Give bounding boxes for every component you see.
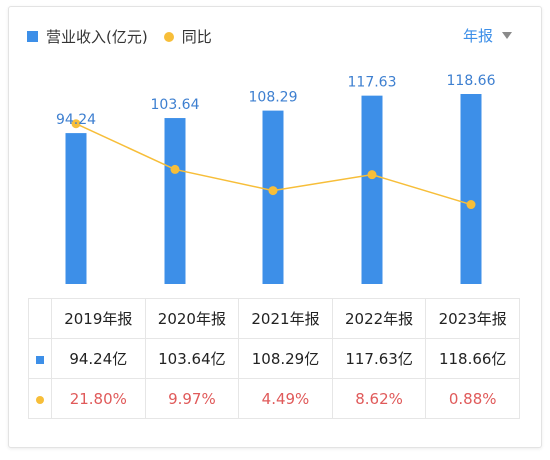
yoy-cell: 8.62% bbox=[331, 378, 427, 419]
bar-value-label: 117.63 bbox=[348, 75, 397, 91]
revenue-chart: 94.24 103.64 108.29 117.63 118.66 bbox=[56, 73, 496, 284]
yoy-point bbox=[466, 200, 476, 210]
table-header-cell: 2023年报 bbox=[425, 298, 520, 339]
table-header-cell: 2020年报 bbox=[144, 298, 240, 339]
yoy-row-indicator bbox=[28, 378, 52, 419]
table-header-cell: 2021年报 bbox=[238, 298, 333, 339]
yoy-legend-label: 同比 bbox=[181, 28, 212, 46]
revenue-legend-swatch bbox=[27, 31, 38, 42]
bar-value-label: 103.64 bbox=[151, 97, 200, 113]
revenue-cell: 117.63亿 bbox=[331, 338, 427, 379]
revenue-row-indicator bbox=[28, 338, 52, 379]
revenue-bar bbox=[65, 133, 87, 284]
revenue-bar bbox=[361, 95, 383, 284]
revenue-bar bbox=[262, 110, 284, 284]
revenue-cell: 94.24亿 bbox=[51, 338, 146, 379]
period-selector-label: 年报 bbox=[462, 27, 493, 45]
bar-value-label: 108.29 bbox=[249, 90, 298, 106]
revenue-bar bbox=[164, 118, 186, 284]
revenue-cell: 108.29亿 bbox=[238, 338, 333, 379]
yoy-point bbox=[367, 170, 377, 180]
yoy-row: 21.80% 9.97% 4.49% 8.62% 0.88% bbox=[28, 378, 520, 419]
chevron-down-icon bbox=[502, 32, 512, 39]
yoy-point bbox=[170, 164, 180, 174]
table-header-cell: 2022年报 bbox=[331, 298, 427, 339]
yoy-point bbox=[71, 119, 81, 129]
data-table: 2019年报 2020年报 2021年报 2022年报 2023年报 94.24… bbox=[28, 298, 520, 419]
yoy-legend-swatch bbox=[163, 31, 174, 42]
revenue-legend-label: 营业收入(亿元) bbox=[46, 28, 148, 46]
period-selector[interactable]: 年报 bbox=[463, 25, 512, 46]
yoy-cell: 0.88% bbox=[425, 378, 520, 419]
bar-value-label: 94.24 bbox=[56, 112, 96, 128]
revenue-bar bbox=[460, 94, 482, 284]
revenue-row: 94.24亿 103.64亿 108.29亿 117.63亿 118.66亿 bbox=[28, 338, 520, 379]
revenue-cell: 118.66亿 bbox=[425, 338, 520, 379]
revenue-cell: 103.64亿 bbox=[144, 338, 240, 379]
yoy-cell: 4.49% bbox=[238, 378, 333, 419]
table-header-cell: 2019年报 bbox=[51, 298, 146, 339]
yoy-cell: 9.97% bbox=[144, 378, 240, 419]
dot-icon bbox=[36, 395, 44, 404]
table-header-row: 2019年报 2020年报 2021年报 2022年报 2023年报 bbox=[28, 298, 520, 339]
yoy-cell: 21.80% bbox=[51, 378, 146, 419]
yoy-point bbox=[268, 186, 278, 196]
bar-value-label: 118.66 bbox=[447, 73, 496, 89]
table-corner-cell bbox=[28, 298, 52, 339]
chart-legend: 营业收入(亿元) 同比 bbox=[27, 26, 212, 47]
square-icon bbox=[36, 355, 44, 364]
